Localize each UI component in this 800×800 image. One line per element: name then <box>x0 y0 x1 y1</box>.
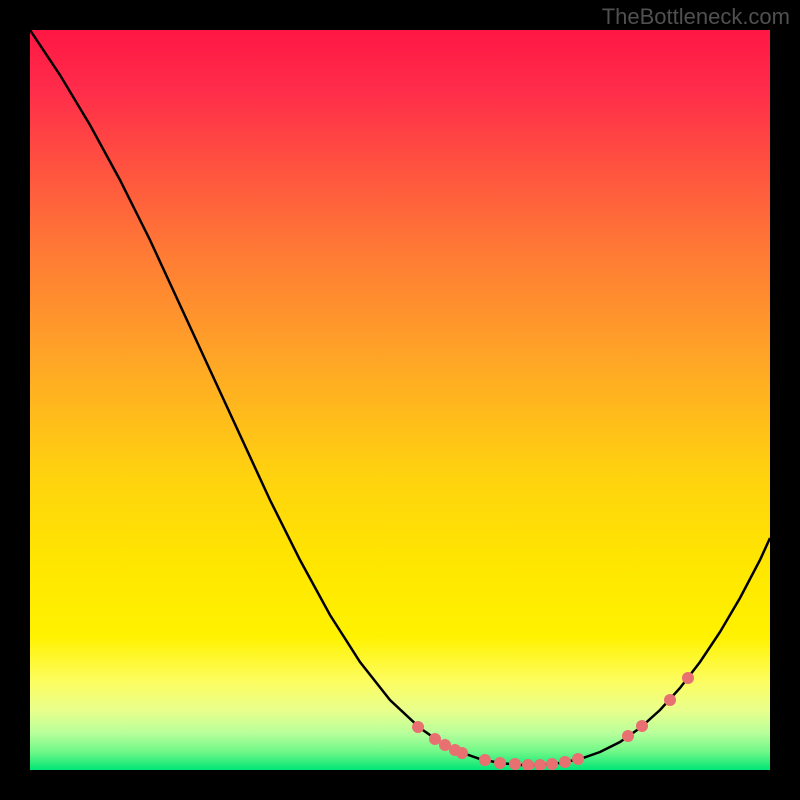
bottleneck-curve <box>30 30 770 770</box>
data-marker <box>559 756 571 768</box>
chart-container <box>30 30 770 770</box>
data-marker <box>664 694 676 706</box>
data-marker <box>429 733 441 745</box>
data-markers <box>412 672 694 770</box>
data-marker <box>546 758 558 770</box>
data-marker <box>534 759 546 770</box>
watermark-text: TheBottleneck.com <box>602 4 790 30</box>
data-marker <box>522 759 534 770</box>
data-marker <box>572 753 584 765</box>
data-marker <box>509 758 521 770</box>
data-marker <box>456 747 468 759</box>
data-marker <box>412 721 424 733</box>
data-marker <box>479 754 491 766</box>
data-marker <box>622 730 634 742</box>
curve-line <box>30 30 770 765</box>
data-marker <box>682 672 694 684</box>
data-marker <box>494 757 506 769</box>
data-marker <box>636 720 648 732</box>
